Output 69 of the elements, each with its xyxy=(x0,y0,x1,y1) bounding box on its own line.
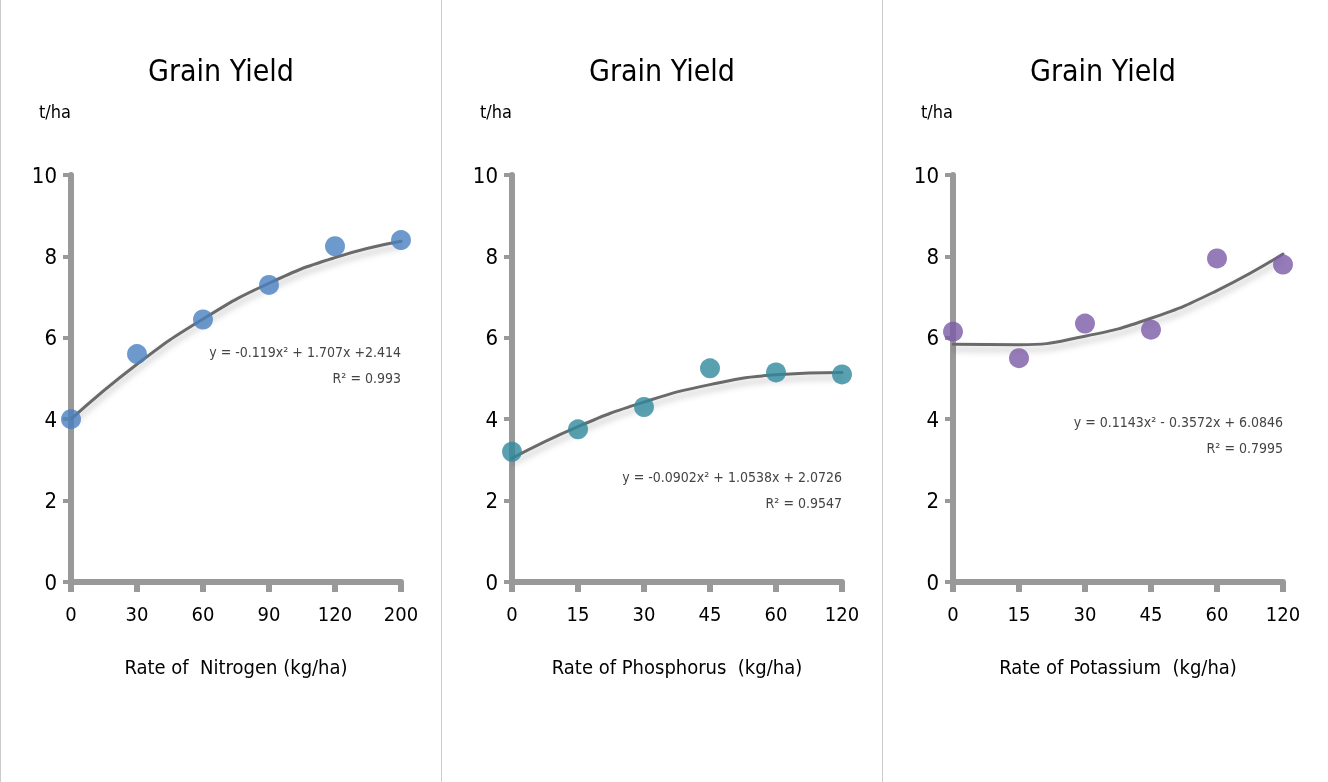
x-tick-label: 90 xyxy=(257,602,281,626)
y-tick-label: 10 xyxy=(913,162,939,188)
x-tick-label: 30 xyxy=(125,602,149,626)
annotation: R² = 0.7995 xyxy=(1206,440,1283,456)
chart-title: Grain Yield xyxy=(589,52,735,88)
point xyxy=(568,419,588,440)
x-tick-label: 0 xyxy=(947,602,959,626)
y-axis-title: t/ha xyxy=(480,100,512,122)
x-tick-label: 30 xyxy=(632,602,656,626)
annotation: y = -0.119x² + 1.707x +2.414 xyxy=(209,344,401,360)
point xyxy=(325,236,345,257)
y-tick-label: 4 xyxy=(926,406,939,432)
x-tick-label: 30 xyxy=(1073,602,1097,626)
point xyxy=(391,230,411,251)
y-tick-label: 2 xyxy=(44,488,57,514)
y-tick-label: 4 xyxy=(44,406,57,432)
x-axis-title: Rate of Nitrogen (kg/ha) xyxy=(124,655,348,679)
annotation: R² = 0.9547 xyxy=(765,495,842,511)
x-tick-label: 0 xyxy=(65,602,77,626)
y-tick-label: 8 xyxy=(44,243,57,269)
x-tick-label: 120 xyxy=(317,602,353,626)
point xyxy=(832,364,852,385)
y-tick-label: 0 xyxy=(926,569,939,595)
y-axis-title: t/ha xyxy=(39,100,71,122)
x-tick-label: 60 xyxy=(191,602,215,626)
point xyxy=(634,396,654,417)
x-tick-label: 60 xyxy=(764,602,788,626)
annotation: R² = 0.993 xyxy=(332,370,402,386)
x-axis-title: Rate of Phosphorus (kg/ha) xyxy=(551,655,803,679)
x-tick-label: 15 xyxy=(1007,602,1031,626)
point xyxy=(1273,254,1293,275)
y-tick-label: 8 xyxy=(926,243,939,269)
point xyxy=(61,409,81,430)
chart-title: Grain Yield xyxy=(1030,52,1176,88)
y-tick-label: 4 xyxy=(485,406,498,432)
point xyxy=(1009,348,1029,369)
annotation: y = -0.0902x² + 1.0538x + 2.0726 xyxy=(622,469,842,485)
point xyxy=(193,309,213,330)
y-tick-label: 6 xyxy=(926,325,939,351)
point xyxy=(1141,319,1161,340)
x-tick-label: 200 xyxy=(383,602,419,626)
point xyxy=(1075,313,1095,334)
point xyxy=(943,321,963,342)
point xyxy=(127,344,147,365)
x-tick-label: 0 xyxy=(506,602,518,626)
x-axis-title: Rate of Potassium (kg/ha) xyxy=(999,655,1237,679)
point xyxy=(700,358,720,379)
y-tick-label: 0 xyxy=(44,569,57,595)
x-tick-label: 120 xyxy=(1265,602,1301,626)
x-tick-label: 60 xyxy=(1205,602,1229,626)
y-tick-label: 10 xyxy=(31,162,57,188)
chart-title: Grain Yield xyxy=(148,52,294,88)
x-tick-label: 15 xyxy=(566,602,590,626)
y-tick-label: 2 xyxy=(485,488,498,514)
point xyxy=(766,362,786,383)
x-tick-label: 45 xyxy=(1139,602,1163,626)
y-tick-label: 6 xyxy=(44,325,57,351)
point xyxy=(502,441,522,462)
point xyxy=(1207,248,1227,269)
y-axis-title: t/ha xyxy=(921,100,953,122)
y-tick-label: 0 xyxy=(485,569,498,595)
y-tick-label: 8 xyxy=(485,243,498,269)
y-tick-label: 6 xyxy=(485,325,498,351)
annotation: y = 0.1143x² - 0.3572x + 6.0846 xyxy=(1073,414,1284,430)
x-tick-label: 45 xyxy=(698,602,722,626)
y-tick-label: 2 xyxy=(926,488,939,514)
y-tick-label: 10 xyxy=(472,162,498,188)
x-tick-label: 120 xyxy=(824,602,860,626)
point xyxy=(259,274,279,295)
